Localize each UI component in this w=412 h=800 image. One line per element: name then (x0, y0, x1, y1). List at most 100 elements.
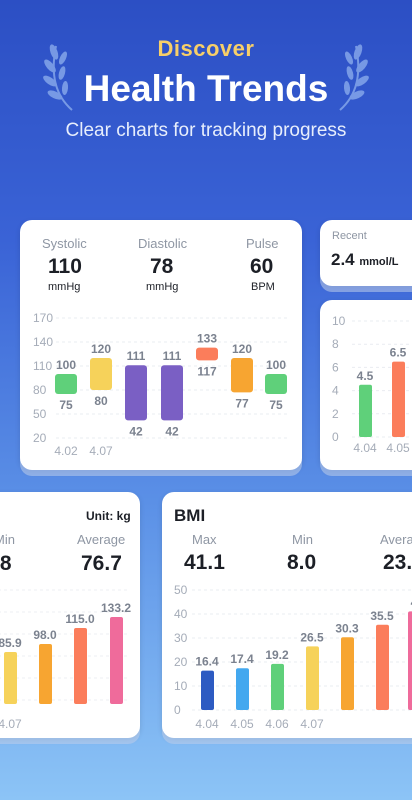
bar-value-label: 4.5 (357, 369, 374, 383)
weight-bar (110, 617, 123, 704)
systolic-label: Systolic (42, 236, 87, 251)
bmi-min-value: 8.0 (287, 551, 317, 574)
y-tick-label: 40 (174, 607, 188, 621)
hero-title: Health Trends (83, 68, 329, 109)
hero-header: Discover Health Trends Clear charts for … (0, 0, 412, 160)
y-tick-label: 10 (332, 314, 346, 328)
bmi-bar (341, 637, 354, 710)
recent-unit: mmol/L (359, 256, 399, 268)
y-tick-label: 6 (332, 360, 339, 374)
pulse-unit: BPM (251, 281, 275, 293)
weight-bar (4, 652, 17, 704)
bp-range-bar (231, 358, 253, 393)
bar-value-label: 6.5 (390, 346, 407, 360)
glucose-bar (359, 384, 372, 437)
weight-chart: 85.9 98.0 115.0 133.2 4.07 (0, 589, 131, 731)
y-tick-label: 170 (33, 311, 53, 325)
bar-low-label: 117 (197, 364, 217, 378)
bmi-max-label: Max (192, 532, 217, 547)
recent-label: Recent (332, 230, 367, 242)
glucose-recent-card[interactable]: Recent 2.4 mmol/L (320, 220, 412, 286)
bmi-bar (408, 611, 412, 710)
x-tick-label: 4.04 (195, 717, 219, 731)
bar-value-label: 26.5 (300, 630, 324, 644)
glucose-bar (392, 361, 405, 437)
y-tick-label: 2 (332, 407, 339, 421)
bmi-min-label: Min (292, 532, 313, 547)
bmi-bar (376, 624, 389, 710)
y-tick-label: 0 (174, 703, 181, 717)
y-tick-label: 50 (33, 407, 47, 421)
y-tick-label: 8 (332, 337, 339, 351)
bar-low-label: 80 (94, 394, 108, 408)
bar-value-label: 19.2 (265, 648, 289, 662)
laurel-icon (339, 44, 369, 111)
blood-pressure-card[interactable]: Systolic 110 mmHg Diastolic 78 mmHg Puls… (20, 220, 302, 470)
x-tick-label: 4.05 (386, 441, 410, 455)
y-tick-label: 80 (33, 383, 47, 397)
bar-low-label: 77 (235, 396, 249, 410)
weight-bar (74, 628, 87, 704)
bar-high-label: 133 (197, 332, 217, 346)
bp-range-bar (90, 358, 112, 390)
bmi-bar (236, 668, 249, 710)
weight-card[interactable]: Unit: kg Min .8 Average 76.7 85.9 98.0 115… (0, 492, 140, 738)
y-tick-label: 110 (33, 359, 52, 373)
weight-average-value: 76.7 (81, 552, 122, 575)
bar-low-label: 75 (59, 398, 73, 412)
bp-range-bar (161, 365, 183, 421)
bmi-card[interactable]: BMI Max 41.1 Min 8.0 Avera 23. 50 40 30 20 1… (162, 492, 412, 738)
weight-average-label: Average (77, 532, 126, 547)
systolic-value: 110 (48, 255, 82, 278)
bar-value-label: 98.0 (33, 628, 57, 642)
bar-value-label: 35.5 (370, 609, 394, 623)
bp-range-bar (196, 347, 218, 361)
x-tick-label: 4.02 (54, 444, 78, 458)
bmi-bar (201, 670, 214, 710)
glucose-chart-card[interactable]: 10 8 6 4 2 0 4.5 6.5 4.04 4.05 (320, 300, 412, 470)
y-tick-label: 0 (332, 430, 339, 444)
bar-value-label: 115.0 (65, 612, 95, 626)
diastolic-value: 78 (150, 255, 174, 278)
bar-low-label: 75 (269, 398, 283, 412)
bar-value-label: 30.3 (335, 621, 359, 635)
glucose-chart: 10 8 6 4 2 0 4.5 6.5 4.04 4.05 (332, 314, 412, 455)
recent-number: 2.4 (331, 250, 355, 269)
x-tick-label: 4.04 (353, 441, 377, 455)
bar-value-label: 85.9 (0, 636, 22, 650)
bp-range-bar (55, 374, 77, 394)
bp-range-bar (125, 365, 147, 421)
weight-min-value: .8 (0, 552, 12, 575)
y-tick-label: 10 (174, 679, 188, 693)
bar-high-label: 100 (266, 358, 286, 372)
systolic-unit: mmHg (48, 281, 81, 293)
bar-value-label: 133.2 (101, 601, 131, 615)
bar-value-label: 4 (411, 595, 412, 609)
bar-high-label: 120 (91, 342, 111, 356)
y-tick-label: 50 (174, 583, 188, 597)
y-tick-label: 140 (33, 335, 53, 349)
bar-high-label: 120 (232, 342, 252, 356)
bmi-chart: 50 40 30 20 10 0 16.4 17.4 19.2 26.5 30.3 35.5 4 4.04… (174, 583, 412, 731)
x-tick-label: 4.07 (89, 444, 113, 458)
bar-low-label: 42 (165, 424, 179, 438)
blood-pressure-chart: 170 140 110 80 50 20 100 75 120 80 111 42 111 42 133 11… (33, 311, 290, 458)
x-tick-label: 4.06 (265, 717, 289, 731)
bar-high-label: 100 (56, 358, 76, 372)
diastolic-label: Diastolic (138, 236, 188, 251)
hero-eyebrow: Discover (157, 36, 255, 61)
diastolic-unit: mmHg (146, 281, 179, 293)
weight-min-label: Min (0, 532, 15, 547)
y-tick-label: 20 (33, 431, 47, 445)
bar-low-label: 42 (129, 424, 143, 438)
bar-high-label: 111 (127, 349, 146, 363)
bmi-max-value: 41.1 (184, 551, 225, 574)
hero-subtitle: Clear charts for tracking progress (65, 120, 347, 141)
weight-bar (39, 644, 52, 704)
bp-range-bar (265, 374, 287, 394)
x-tick-label: 4.07 (0, 717, 22, 731)
bar-value-label: 17.4 (230, 652, 254, 666)
pulse-value: 60 (250, 255, 274, 278)
recent-value: 2.4 mmol/L (331, 250, 399, 270)
y-tick-label: 4 (332, 384, 339, 398)
